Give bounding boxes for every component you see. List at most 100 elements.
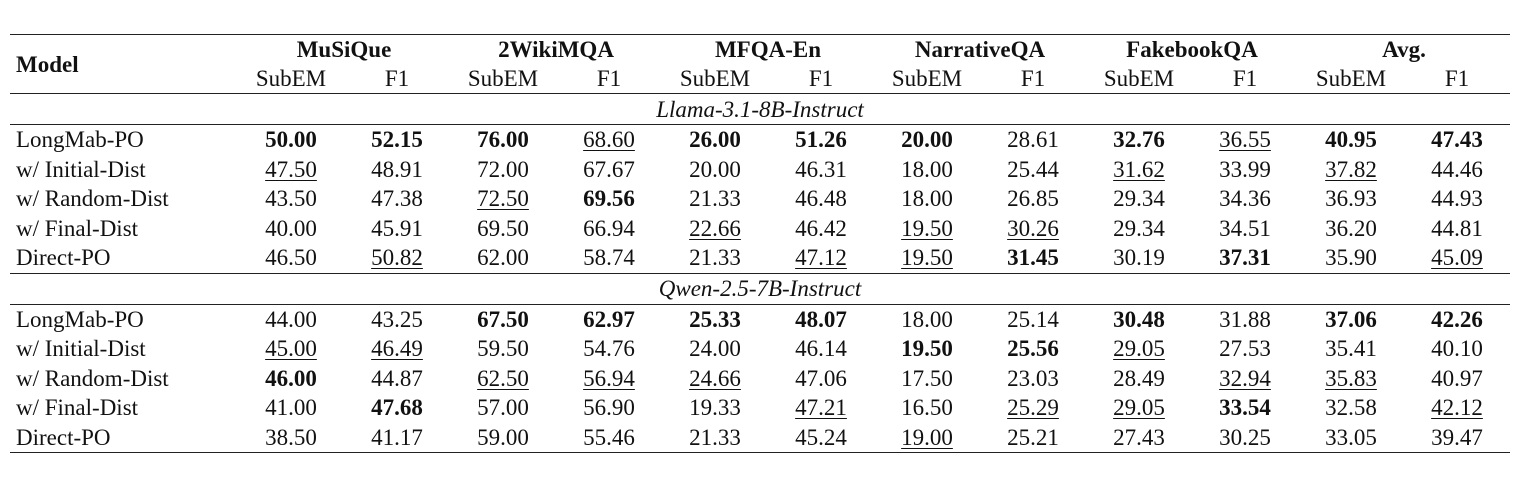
cell-value: 72.50 bbox=[477, 186, 529, 212]
cell: 19.33 bbox=[662, 393, 768, 423]
cell: 40.00 bbox=[238, 214, 344, 244]
cell-value: 52.15 bbox=[371, 127, 423, 153]
cell: 33.99 bbox=[1192, 155, 1298, 185]
data-row: w/ Final-Dist 41.00 47.68 57.00 56.90 19.33 47… bbox=[10, 393, 1510, 423]
cell-value: 41.00 bbox=[265, 395, 317, 421]
cell-value: 20.00 bbox=[901, 127, 953, 153]
cell: 20.00 bbox=[874, 125, 980, 155]
cell-value: 56.94 bbox=[583, 365, 635, 391]
cell-value: 26.85 bbox=[1007, 186, 1059, 212]
data-row: w/ Random-Dist 46.00 44.87 62.50 56.94 24.66 4… bbox=[10, 364, 1510, 394]
cell: 58.74 bbox=[556, 243, 662, 273]
cell-value: 45.24 bbox=[795, 424, 847, 450]
cell-value: 25.44 bbox=[1007, 156, 1059, 182]
cell-value: 50.00 bbox=[265, 127, 317, 153]
cell: 44.93 bbox=[1404, 184, 1510, 214]
subheader: SubEM bbox=[1315, 65, 1387, 91]
cell: 23.03 bbox=[980, 364, 1086, 394]
cell: 18.00 bbox=[874, 184, 980, 214]
cell-value: 43.50 bbox=[265, 186, 317, 212]
cell-value: 47.50 bbox=[265, 156, 317, 182]
cell: 43.50 bbox=[238, 184, 344, 214]
cell: 59.00 bbox=[450, 422, 556, 453]
cell: 26.85 bbox=[980, 184, 1086, 214]
cell-value: 36.20 bbox=[1325, 215, 1377, 241]
cell-value: 24.66 bbox=[689, 365, 741, 391]
cell-value: 28.61 bbox=[1007, 127, 1059, 153]
cell: 28.49 bbox=[1086, 364, 1192, 394]
cell-value: 67.50 bbox=[477, 306, 529, 332]
cell-value: 62.97 bbox=[583, 306, 635, 332]
cell-value: 46.00 bbox=[265, 365, 317, 391]
subheader: SubEM bbox=[467, 65, 539, 91]
cell-value: 19.50 bbox=[901, 336, 953, 362]
cell-value: 69.50 bbox=[477, 215, 529, 241]
cell: 46.50 bbox=[238, 243, 344, 273]
cell: 37.06 bbox=[1298, 304, 1404, 334]
cell: 32.58 bbox=[1298, 393, 1404, 423]
cell: 47.43 bbox=[1404, 125, 1510, 155]
cell: 46.14 bbox=[768, 334, 874, 364]
cell: 46.48 bbox=[768, 184, 874, 214]
cell-value: 33.99 bbox=[1219, 156, 1271, 182]
cell-value: 41.17 bbox=[371, 424, 423, 450]
cell: 17.50 bbox=[874, 364, 980, 394]
cell-value: 24.00 bbox=[689, 336, 741, 362]
cell-value: 46.14 bbox=[795, 336, 847, 362]
cell-value: 34.36 bbox=[1219, 186, 1271, 212]
cell-value: 46.49 bbox=[371, 336, 423, 362]
cell-value: 46.31 bbox=[795, 156, 847, 182]
cell-value: 42.26 bbox=[1431, 306, 1483, 332]
cell-value: 68.60 bbox=[583, 127, 635, 153]
cell: 31.62 bbox=[1086, 155, 1192, 185]
cell: 41.00 bbox=[238, 393, 344, 423]
cell-value: 37.82 bbox=[1325, 156, 1377, 182]
cell-value: 23.03 bbox=[1007, 365, 1059, 391]
cell-value: 45.09 bbox=[1431, 245, 1483, 271]
cell-value: 35.90 bbox=[1325, 245, 1377, 271]
cell: 21.33 bbox=[662, 243, 768, 273]
data-row: LongMab-PO 50.00 52.15 76.00 68.60 26.00 51.26… bbox=[10, 125, 1510, 155]
model-name: Direct-PO bbox=[16, 245, 111, 271]
cell: 67.50 bbox=[450, 304, 556, 334]
cell: 56.90 bbox=[556, 393, 662, 423]
cell-value: 36.93 bbox=[1325, 186, 1377, 212]
model-name: w/ Initial-Dist bbox=[16, 336, 146, 362]
cell-value: 48.91 bbox=[371, 156, 423, 182]
cell: 56.94 bbox=[556, 364, 662, 394]
cell: 18.00 bbox=[874, 155, 980, 185]
group-header: MuSiQue bbox=[238, 34, 450, 63]
cell: 30.48 bbox=[1086, 304, 1192, 334]
cell: 19.50 bbox=[874, 334, 980, 364]
cell: 19.00 bbox=[874, 422, 980, 453]
cell-value: 28.49 bbox=[1113, 365, 1165, 391]
cell-value: 27.43 bbox=[1113, 424, 1165, 450]
data-row: LongMab-PO 44.00 43.25 67.50 62.97 25.33 48.07… bbox=[10, 304, 1510, 334]
cell-value: 56.90 bbox=[583, 395, 635, 421]
cell: 35.83 bbox=[1298, 364, 1404, 394]
cell: 31.45 bbox=[980, 243, 1086, 273]
cell-value: 50.82 bbox=[371, 245, 423, 271]
cell-value: 46.48 bbox=[795, 186, 847, 212]
cell: 25.56 bbox=[980, 334, 1086, 364]
header-row: Model MuSiQue 2WikiMQA MFQA-En NarrativeQA Fa… bbox=[10, 34, 1510, 94]
cell: 76.00 bbox=[450, 125, 556, 155]
cell: 44.00 bbox=[238, 304, 344, 334]
section: Llama-3.1-8B-Instruct LongMab-PO 50.00 52.1… bbox=[10, 93, 1510, 274]
model-name: w/ Initial-Dist bbox=[16, 156, 146, 182]
cell-value: 76.00 bbox=[477, 127, 529, 153]
cell: 47.50 bbox=[238, 155, 344, 185]
cell-value: 36.55 bbox=[1219, 127, 1271, 153]
cell-value: 48.07 bbox=[795, 306, 847, 332]
cell-value: 21.33 bbox=[689, 186, 741, 212]
cell-value: 29.34 bbox=[1113, 215, 1165, 241]
cell: 32.76 bbox=[1086, 125, 1192, 155]
cell: 69.56 bbox=[556, 184, 662, 214]
cell: 38.50 bbox=[238, 422, 344, 453]
cell: 46.31 bbox=[768, 155, 874, 185]
cell-value: 25.21 bbox=[1007, 424, 1059, 450]
cell-value: 30.25 bbox=[1219, 424, 1271, 450]
cell-value: 33.05 bbox=[1325, 424, 1377, 450]
section-title: Qwen-2.5-7B-Instruct bbox=[10, 272, 1510, 305]
